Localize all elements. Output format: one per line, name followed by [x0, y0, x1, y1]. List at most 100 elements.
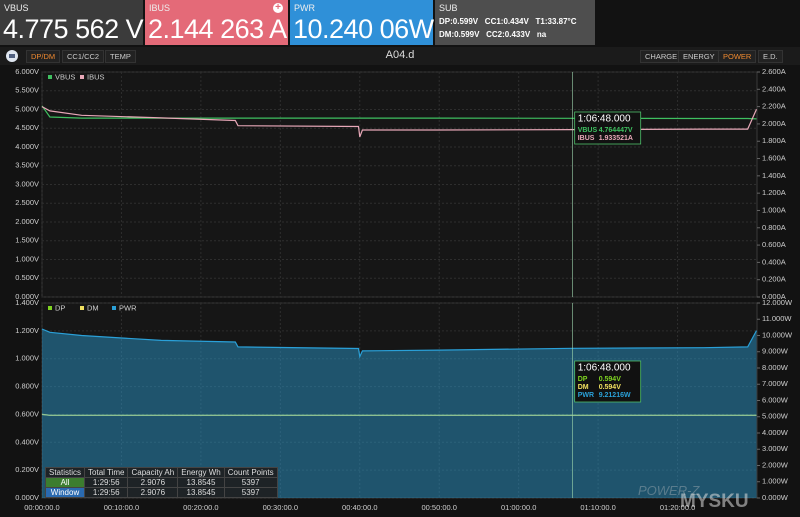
y-tick-label: 0.000V [15, 292, 39, 301]
readout-value: 9.21216W [599, 392, 631, 399]
header-cell: Statistics [44, 467, 86, 478]
cell: 5397 [223, 487, 278, 498]
x-tick-label: 00:10:00.0 [104, 503, 139, 512]
y-tick-label: 1.400V [15, 298, 39, 307]
x-tick-label: 00:00:00.0 [24, 503, 59, 512]
readout-value: 4.764447V [599, 127, 633, 134]
readout-name: VBUS [578, 127, 598, 134]
y-tick-label: 5.000V [15, 104, 39, 113]
readout-value: 0.594V [599, 384, 622, 391]
y2-tick-label: 0.400A [762, 257, 786, 266]
panel-label: VBUS [4, 3, 29, 13]
x-tick-label: 01:20:00.0 [660, 503, 695, 512]
tab[interactable]: CHARGE [640, 50, 683, 63]
tab[interactable]: CC1/CC2 [62, 50, 105, 63]
header-cell: Energy Wh [177, 467, 225, 478]
y2-tick-label: 1.000W [762, 477, 789, 486]
series-line [41, 105, 757, 120]
watermark: MYSKU [680, 491, 749, 512]
legend-label: VBUS [55, 72, 75, 81]
sub-line: DP:0.599V CC1:0.434V T1:33.87°C [439, 17, 577, 26]
statistics-table: Statistics Total Time Capacity Ah Energy Wh… [44, 467, 278, 498]
watermark: POWER-Z [638, 483, 700, 498]
y2-tick-label: 2.200A [762, 102, 786, 111]
y2-tick-label: 0.000A [762, 292, 786, 301]
cell: 1:29:56 [84, 477, 129, 488]
legend-label: IBUS [87, 72, 105, 81]
legend-label: PWR [119, 303, 137, 312]
x-tick-label: 01:10:00.0 [580, 503, 615, 512]
y2-tick-label: 5.000W [762, 412, 789, 421]
table-row: Window 1:29:56 2.9076 13.8545 5397 [44, 487, 278, 498]
y-tick-label: 2.000V [15, 217, 39, 226]
panel-value: 10.240 06W [293, 14, 434, 44]
y2-tick-label: 3.000W [762, 444, 789, 453]
y-tick-label: 0.400V [15, 437, 39, 446]
legend-swatch [112, 306, 116, 310]
file-title: A04.d [385, 49, 415, 61]
y2-tick-label: 2.600A [762, 67, 786, 76]
add-button[interactable]: + [273, 3, 283, 13]
menu-icon[interactable] [5, 49, 19, 63]
y-tick-label: 1.500V [15, 236, 39, 245]
y-tick-label: 0.200V [15, 465, 39, 474]
y2-tick-label: 10.000W [762, 330, 793, 339]
y2-tick-label: 1.000A [762, 205, 786, 214]
y2-tick-label: 2.000A [762, 119, 786, 128]
cell: 1:29:56 [84, 487, 129, 498]
series-line [41, 106, 758, 138]
x-tick-label: 01:00:00.0 [501, 503, 536, 512]
table-header-row: Statistics Total Time Capacity Ah Energy Wh… [44, 467, 278, 478]
x-tick-label: 00:50:00.0 [421, 503, 456, 512]
y2-tick-label: 0.800A [762, 223, 786, 232]
legend-swatch [80, 306, 84, 310]
y2-tick-label: 1.200A [762, 188, 786, 197]
header-cell: Count Points [223, 467, 278, 478]
y-tick-label: 4.500V [15, 123, 39, 132]
cell: 2.9076 [127, 477, 179, 488]
cell: All [44, 477, 86, 488]
y2-tick-label: 0.600A [762, 240, 786, 249]
y-tick-label: 3.500V [15, 161, 39, 170]
x-tick-label: 00:30:00.0 [263, 503, 298, 512]
readout-name: DP [578, 376, 588, 383]
y-tick-label: 2.500V [15, 198, 39, 207]
tab[interactable]: DP/DM [26, 50, 61, 63]
readout-name: DM [578, 384, 589, 391]
y-tick-label: 0.600V [15, 409, 39, 418]
y2-tick-label: 9.000W [762, 347, 789, 356]
panel-label: IBUS [149, 3, 171, 13]
legend-label: DM [87, 303, 99, 312]
y2-tick-label: 11.000W [762, 314, 792, 323]
tab[interactable]: POWER [718, 50, 757, 63]
vbus-panel: VBUS 4.775 562 V [0, 0, 144, 45]
y-tick-label: 1.000V [15, 354, 39, 363]
y2-tick-label: 8.000W [762, 363, 789, 372]
ibus-panel: IBUS 2.144 263 A + [145, 0, 288, 45]
legend-swatch [48, 306, 52, 310]
y-tick-label: 3.000V [15, 179, 39, 188]
cell: 13.8545 [177, 487, 225, 498]
cell: 2.9076 [127, 487, 179, 498]
series-line [41, 413, 757, 416]
y-tick-label: 1.200V [15, 326, 39, 335]
tab[interactable]: E.D. [758, 50, 783, 63]
cursor-box [574, 360, 642, 403]
readout-name: PWR [578, 392, 594, 399]
legend-label: DP [55, 303, 65, 312]
y2-tick-label: 1.400A [762, 171, 786, 180]
y2-tick-label: 1.600A [762, 154, 786, 163]
tab[interactable]: TEMP [105, 50, 136, 63]
legend-swatch [48, 75, 52, 79]
y-tick-label: 0.500V [15, 273, 39, 282]
readout-value: 1.933521A [599, 135, 633, 142]
readout-name: IBUS [578, 135, 595, 142]
header-cell: Total Time [84, 467, 129, 478]
y-tick-label: 5.500V [15, 86, 39, 95]
y2-tick-label: 2.400A [762, 84, 786, 93]
cell: Window [44, 487, 86, 498]
y2-tick-label: 1.800A [762, 136, 786, 145]
table-row: All 1:29:56 2.9076 13.8545 5397 [44, 477, 278, 488]
pwr-panel: PWR 10.240 06W [290, 0, 434, 45]
